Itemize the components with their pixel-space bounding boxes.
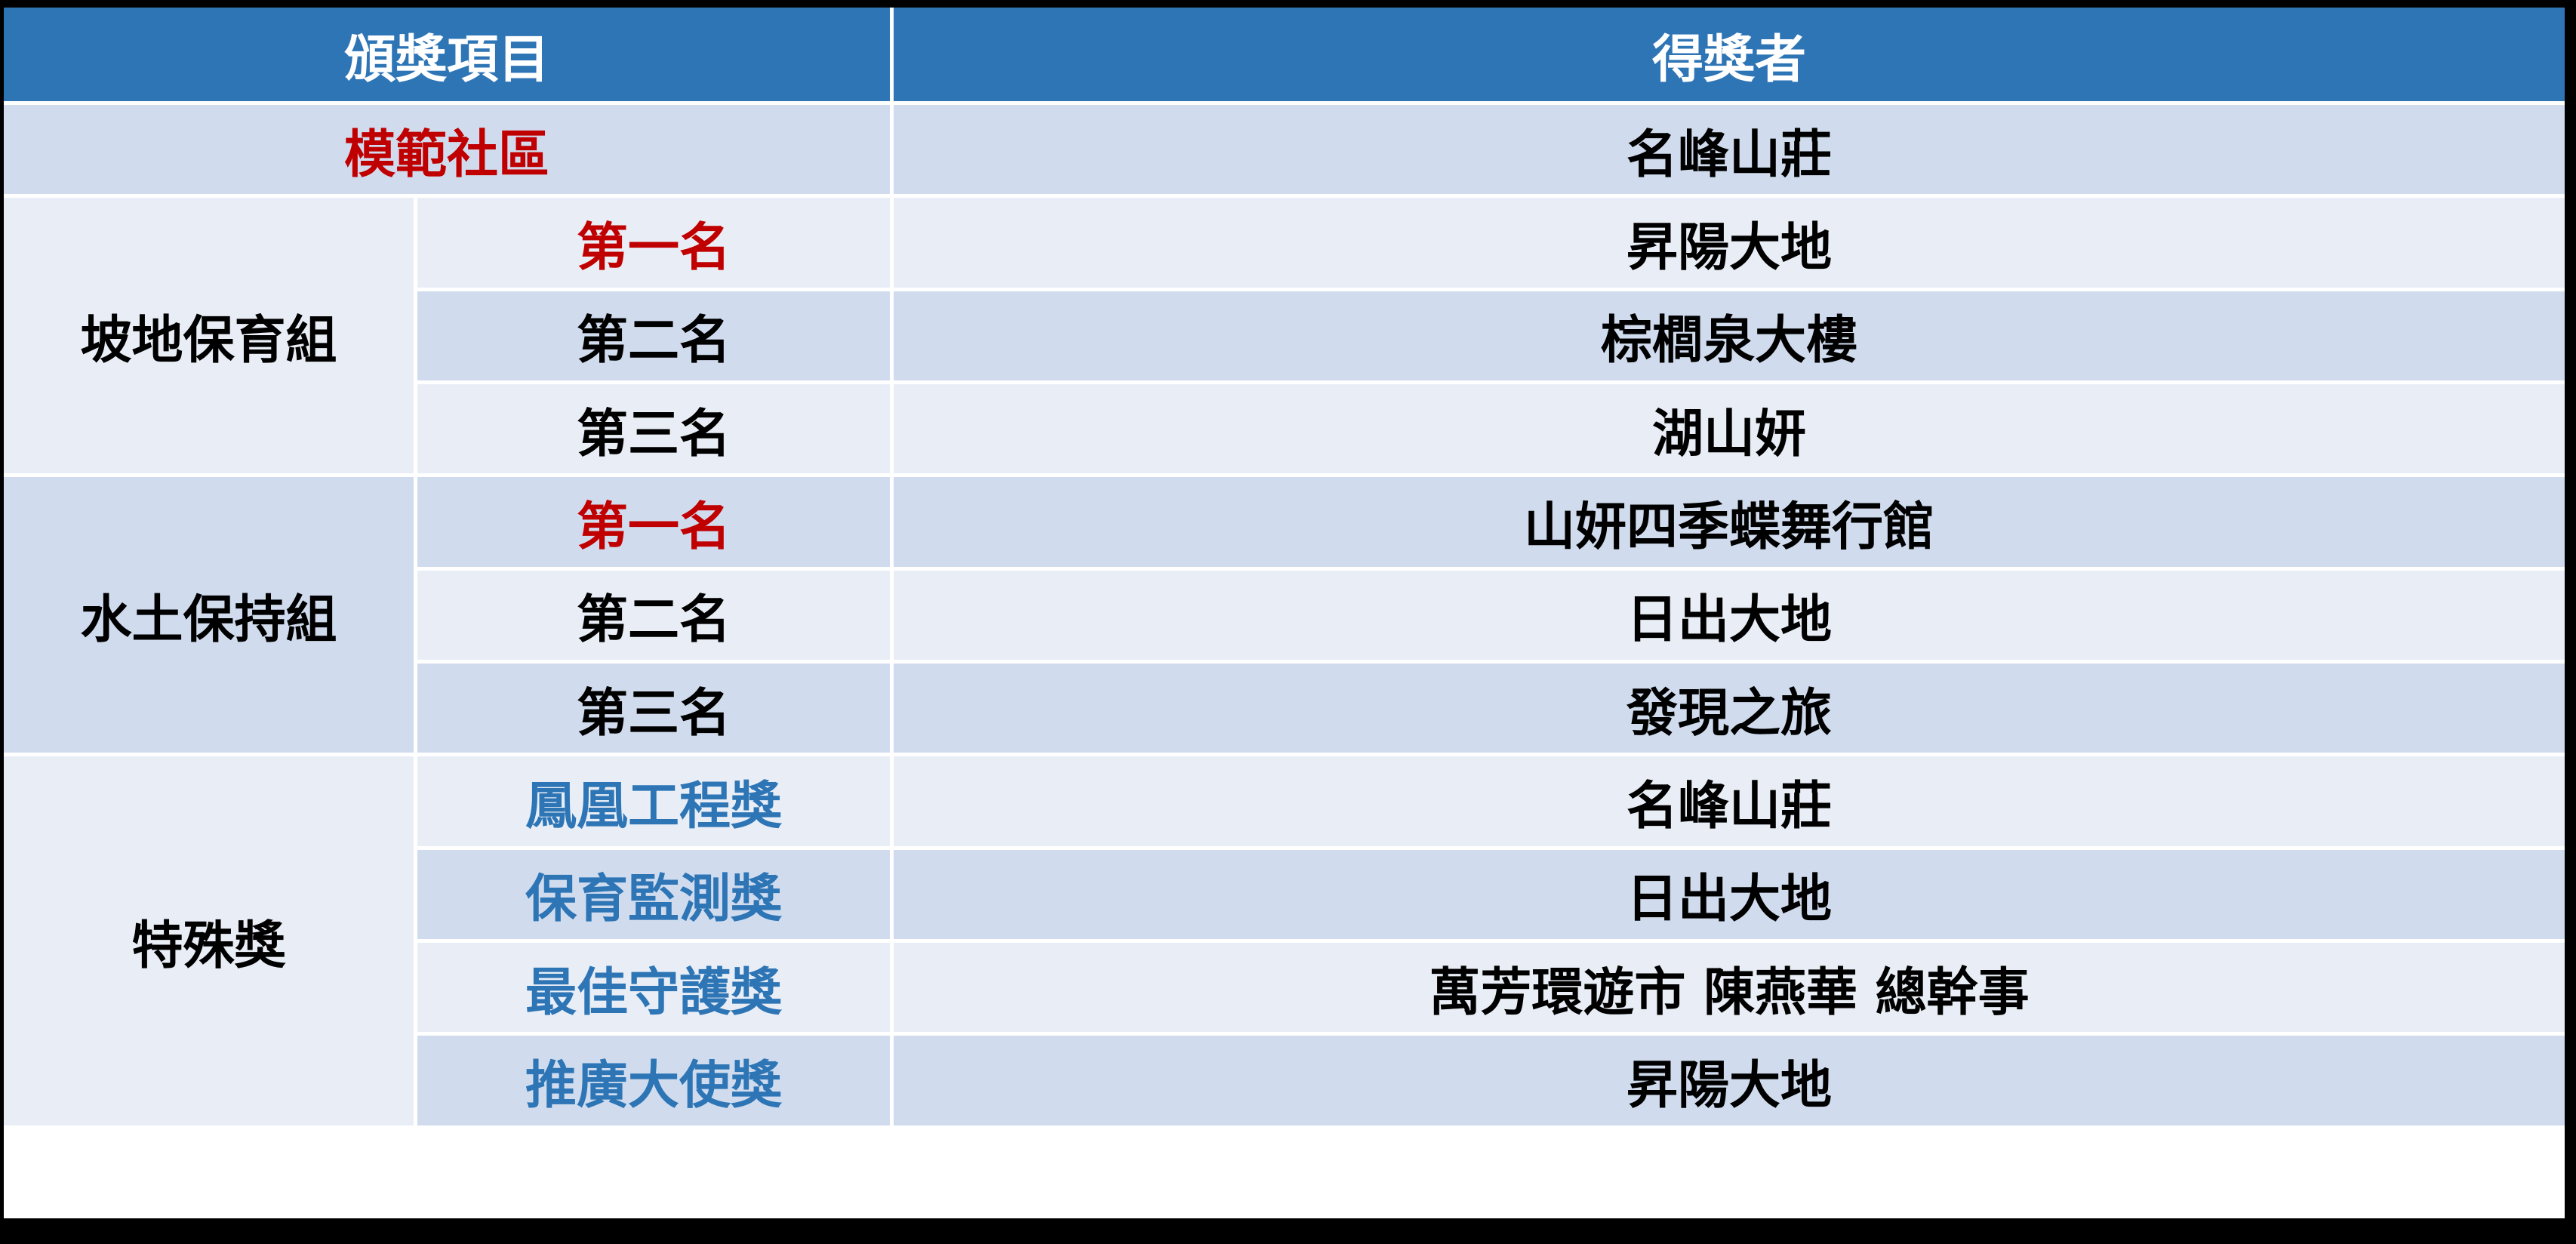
rank-cell: 第一名 [417,477,890,567]
award-cell: 推廣大使獎 [417,1036,890,1125]
award-cell: 保育監測獎 [417,849,890,939]
rank-cell: 第一名 [417,198,890,288]
model-community-label: 模範社區 [4,105,890,195]
winner-cell: 棕櫚泉大樓 [894,291,2565,380]
group-slope-conservation: 坡地保育組 [4,198,414,474]
winner-cell: 湖山妍 [894,384,2565,474]
rank-cell: 第三名 [417,384,890,474]
group-special-awards: 特殊獎 [4,756,414,1125]
rank-cell: 第二名 [417,570,890,660]
award-cell: 最佳守護獎 [417,943,890,1033]
header-award-item: 頒獎項目 [4,8,890,101]
model-community-winner: 名峰山莊 [894,105,2565,195]
rank-cell: 第二名 [417,291,890,380]
awards-table: 頒獎項目 得獎者 模範社區 名峰山莊 坡地保育組 第一名 昇陽大地 第二名 棕櫚… [4,8,2565,1218]
winner-cell: 山妍四季蝶舞行館 [894,477,2565,567]
header-winner: 得獎者 [894,8,2565,101]
group-soil-water-conservation: 水土保持組 [4,477,414,753]
winner-cell: 日出大地 [894,570,2565,660]
winner-cell: 發現之旅 [894,664,2565,753]
winner-cell: 昇陽大地 [894,1036,2565,1125]
award-cell: 鳳凰工程獎 [417,756,890,846]
winner-cell: 昇陽大地 [894,198,2565,288]
winner-cell: 名峰山莊 [894,756,2565,846]
winner-cell: 萬芳環遊市 陳燕華 總幹事 [894,943,2565,1033]
rank-cell: 第三名 [417,664,890,753]
winner-cell: 日出大地 [894,849,2565,939]
